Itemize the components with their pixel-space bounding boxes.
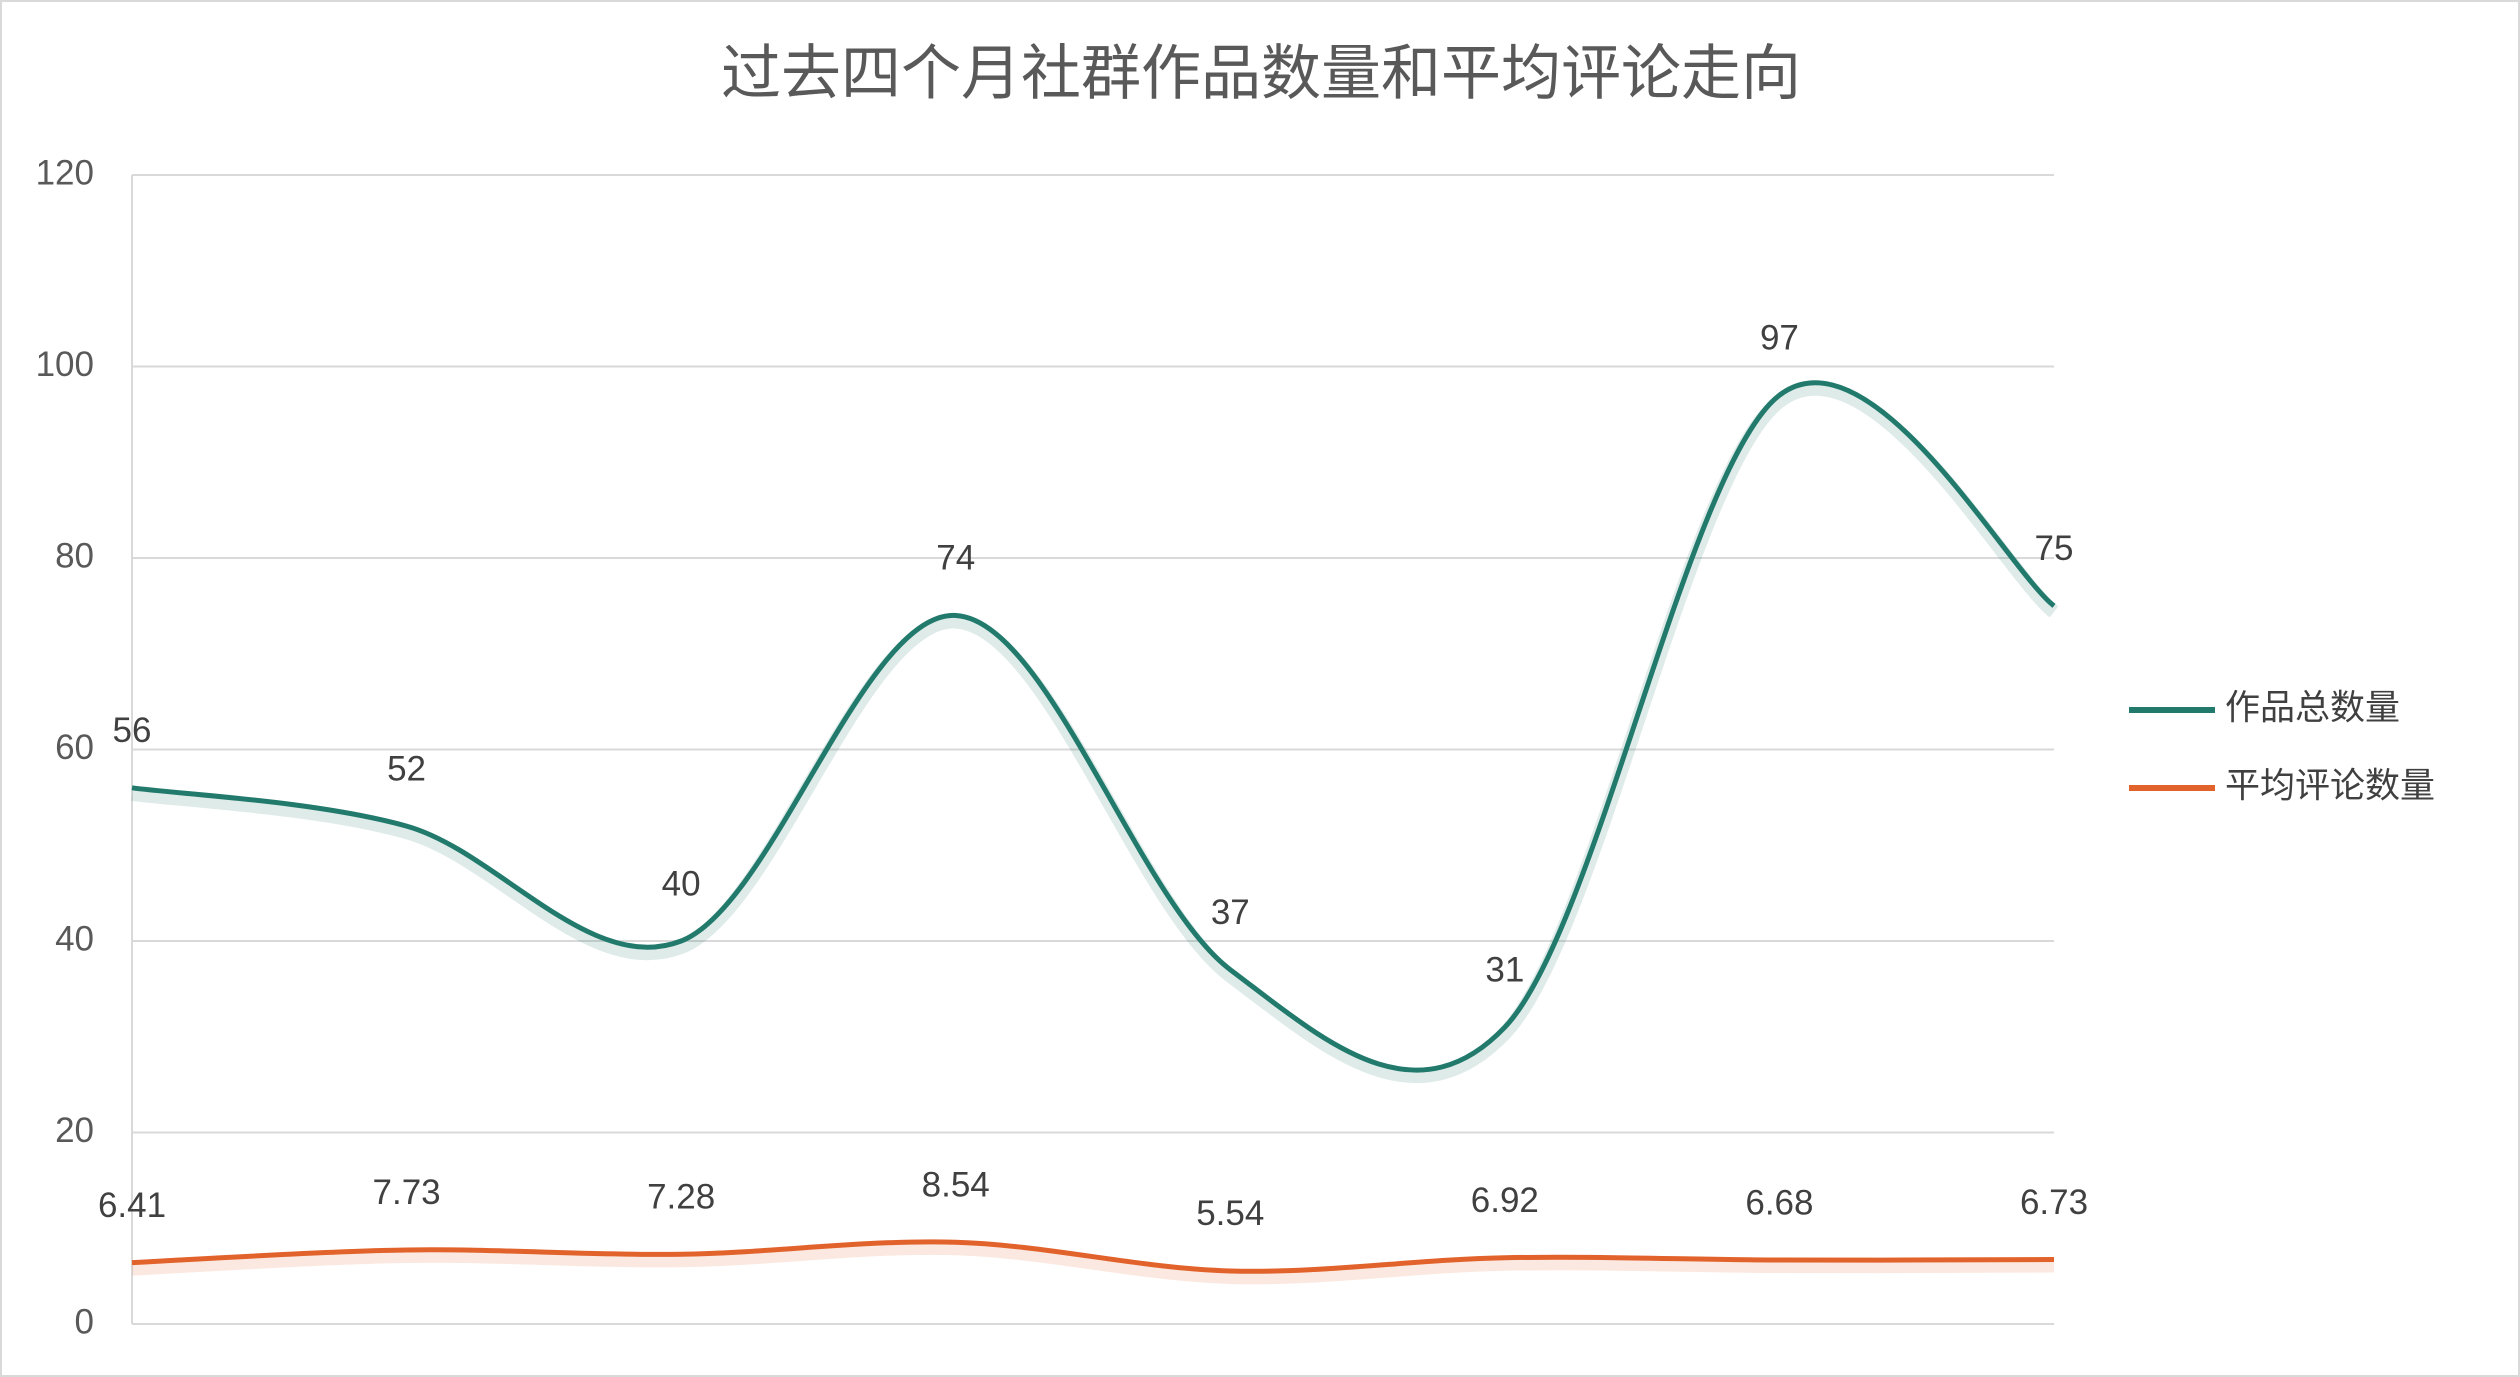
data-label: 75	[2035, 529, 2074, 568]
line-shadow	[131, 381, 2059, 1083]
data-label: 40	[662, 864, 701, 903]
data-label: 8.54	[922, 1165, 990, 1204]
data-label: 97	[1760, 318, 1799, 357]
y-tick-label: 40	[55, 919, 94, 958]
y-tick-label: 20	[55, 1111, 94, 1150]
data-label: 6.41	[98, 1186, 166, 1225]
y-tick-label: 100	[36, 345, 94, 384]
data-label: 52	[387, 749, 426, 788]
chart-title: 过去四个月社群作品数量和平均评论走向	[721, 40, 1801, 107]
y-tick-label: 120	[36, 153, 94, 192]
line	[131, 1239, 2055, 1274]
data-label: 5.54	[1196, 1194, 1264, 1233]
y-tick-label: 60	[55, 728, 94, 767]
data-label: 31	[1485, 950, 1524, 989]
y-tick-label: 0	[75, 1302, 94, 1341]
line	[131, 380, 2056, 1073]
line-shadow	[131, 1240, 2055, 1285]
data-label: 7.28	[647, 1178, 715, 1217]
data-label: 6.68	[1745, 1183, 1813, 1222]
data-label: 56	[113, 711, 152, 750]
y-tick-label: 80	[55, 536, 94, 575]
legend-label: 作品总数量	[2225, 688, 2400, 727]
data-label: 7.73	[373, 1173, 441, 1212]
data-label: 74	[936, 539, 975, 578]
data-label: 6.92	[1471, 1181, 1539, 1220]
data-label: 6.73	[2020, 1183, 2088, 1222]
data-label: 37	[1211, 893, 1250, 932]
legend-label: 平均评论数量	[2225, 766, 2435, 805]
